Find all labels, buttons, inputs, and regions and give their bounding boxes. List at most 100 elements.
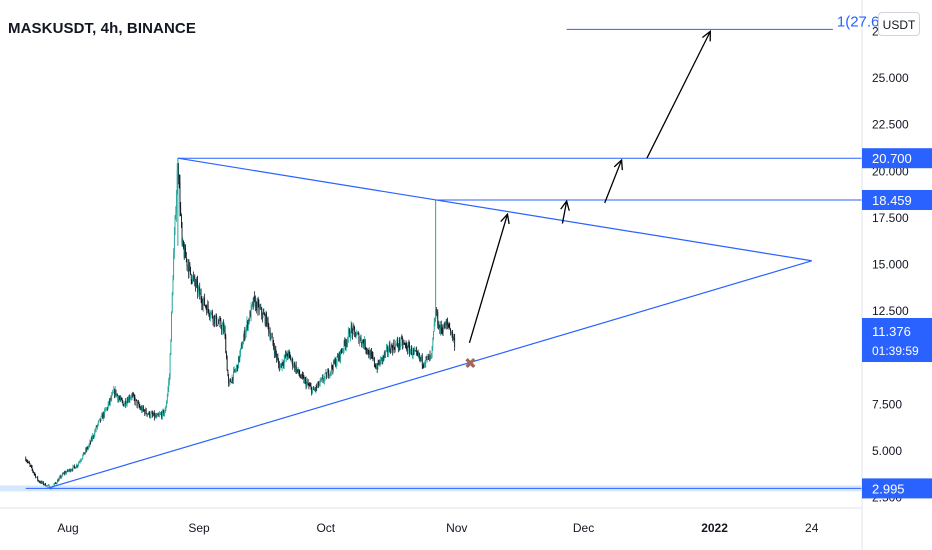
candle-body [326, 372, 327, 378]
candle-body [152, 414, 154, 416]
candle-body [419, 354, 420, 359]
candle-body [123, 403, 125, 407]
candle-body [409, 345, 410, 354]
candle-body [179, 182, 181, 208]
candle-body [326, 372, 328, 378]
candle-body [95, 426, 97, 431]
candle-body [311, 389, 313, 394]
candle-body [113, 389, 115, 393]
candle-body [325, 372, 327, 374]
candle-body [134, 397, 136, 403]
candle-body [375, 366, 377, 369]
candle-body [247, 320, 249, 328]
candle-body [191, 280, 193, 283]
candle-body [267, 317, 269, 325]
candle-body [314, 389, 316, 391]
candle-body [178, 165, 179, 181]
candle-body [323, 377, 325, 381]
candle-body [161, 410, 163, 418]
candle-body [163, 410, 165, 415]
candle-body [428, 355, 430, 360]
candle-body [233, 369, 235, 371]
candle-body [390, 350, 391, 353]
candle-body [452, 337, 454, 339]
candle-body [70, 470, 72, 472]
candle-body [53, 484, 55, 486]
candle-body [74, 466, 76, 469]
candle-body [117, 395, 119, 401]
candle-body [260, 307, 262, 309]
candle-body [431, 345, 433, 355]
candle-body [307, 382, 309, 385]
candle-body [138, 403, 140, 407]
candle-body [92, 435, 94, 440]
candle-body [26, 460, 28, 462]
candle-body [242, 344, 244, 349]
candle-body [423, 364, 425, 366]
candle-body [115, 389, 117, 396]
candle-body [107, 407, 108, 409]
candle-body [149, 411, 151, 417]
candle-body [369, 350, 370, 356]
candle-body [278, 364, 280, 371]
candle-body [268, 324, 270, 332]
candle-body [216, 324, 218, 326]
candle-body [240, 344, 242, 349]
candle-body [114, 389, 116, 395]
candle-body [263, 312, 265, 315]
candle-body [40, 482, 41, 483]
projection-arrow [561, 200, 568, 224]
candle-body [345, 342, 347, 347]
candle-body [391, 345, 393, 347]
candle-body [57, 480, 59, 482]
candle-body [76, 465, 77, 468]
candle-body [175, 214, 177, 216]
candle-body [130, 397, 132, 399]
candle-body [157, 414, 158, 416]
candle-body [176, 194, 177, 215]
candle-body [197, 281, 198, 293]
candle-body [309, 385, 310, 387]
currency-button[interactable]: USDT [878, 12, 920, 36]
candle-body [234, 369, 236, 371]
candle-body [252, 302, 253, 305]
candle-body [316, 385, 318, 388]
candle-body [436, 312, 438, 316]
candle-body [340, 350, 342, 352]
candle-body [66, 469, 68, 472]
projection-arrow [604, 159, 623, 204]
candle-body [292, 366, 294, 367]
candle-body [390, 345, 392, 353]
candle-body [231, 377, 233, 383]
candle-body [82, 455, 84, 459]
candle-body [35, 474, 37, 478]
candle-body [209, 314, 210, 317]
candle-body [188, 263, 190, 274]
candle-body [252, 302, 254, 306]
candle-body [214, 317, 216, 324]
candle-body [33, 472, 35, 474]
candle-body [444, 323, 446, 329]
candle-body [202, 304, 203, 307]
arrow-head [500, 212, 510, 225]
candle-body [155, 415, 157, 417]
candle-body [402, 338, 403, 346]
candle-body [376, 367, 378, 369]
candle-body [300, 377, 302, 379]
candle-body [412, 349, 414, 355]
candle-body [348, 330, 350, 332]
candle-body [54, 482, 56, 484]
candle-body [233, 370, 234, 381]
candle-body [377, 360, 379, 369]
candle-body [276, 357, 278, 359]
candle-body [212, 317, 214, 322]
candle-body [323, 380, 325, 382]
candle-body [283, 359, 285, 365]
candle-body [166, 401, 168, 408]
candle-body [150, 416, 151, 418]
candle-body [426, 357, 427, 358]
candle-body [215, 315, 217, 318]
candle-body [203, 297, 205, 302]
